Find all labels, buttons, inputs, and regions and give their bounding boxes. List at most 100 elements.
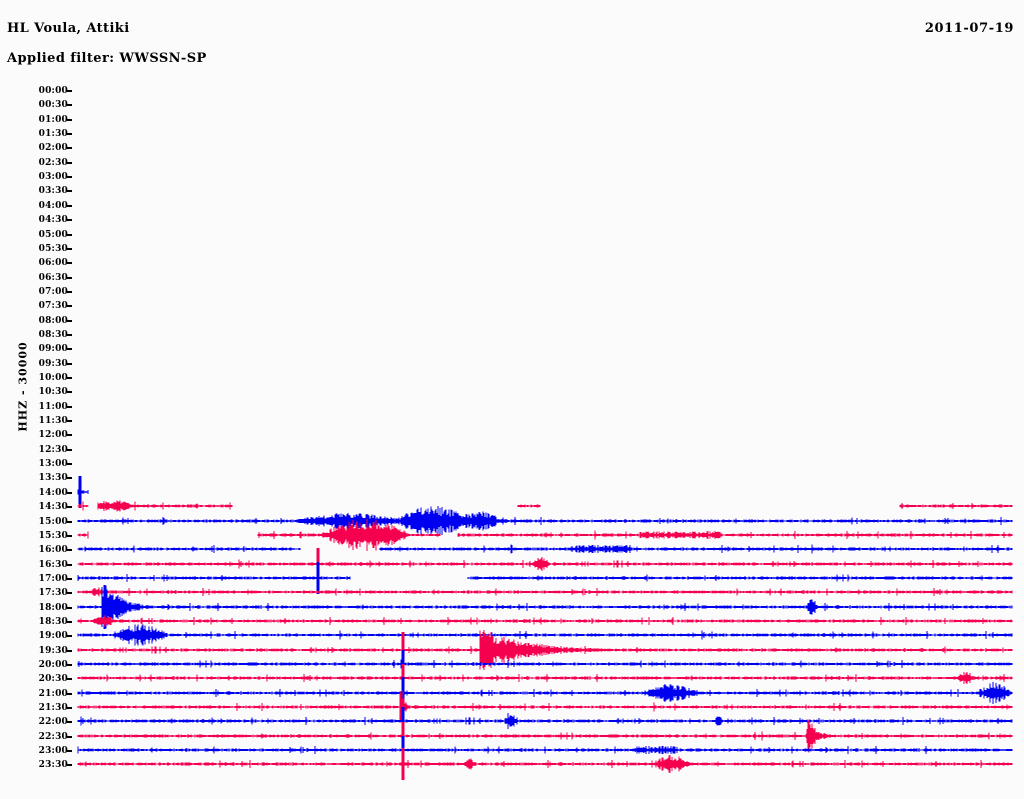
time-axis-label: 02:00 <box>38 143 68 154</box>
trace-row: 00:00 <box>0 87 1024 102</box>
trace-row: 21:30 <box>0 691 1024 723</box>
time-axis-label: 23:00 <box>38 746 68 757</box>
trace-row: 09:00 <box>0 345 1024 360</box>
axis-tick-mark <box>67 592 72 595</box>
time-axis-label: 11:00 <box>38 401 68 412</box>
axis-tick-mark <box>67 491 72 494</box>
trace-row: 11:00 <box>0 401 1024 418</box>
axis-tick-mark <box>67 678 72 681</box>
axis-tick-mark <box>67 692 72 695</box>
time-axis-label: 21:30 <box>38 703 68 714</box>
trace-row: 04:00 <box>0 200 1024 217</box>
trace-row: 06:30 <box>0 273 1024 289</box>
time-axis-label: 21:00 <box>38 688 68 699</box>
trace-row: 14:30 <box>0 500 1024 518</box>
axis-tick-mark <box>67 721 72 724</box>
trace-row: 08:30 <box>0 329 1024 346</box>
axis-tick-mark <box>67 750 72 753</box>
axis-tick-mark <box>67 233 72 236</box>
time-axis-label: 20:30 <box>38 674 68 685</box>
axis-tick-mark <box>67 305 72 308</box>
time-axis-label: 20:00 <box>38 660 68 670</box>
axis-tick-mark <box>67 290 72 293</box>
axis-tick-mark <box>67 176 72 179</box>
time-axis-label: 19:00 <box>38 631 68 642</box>
trace-row: 12:00 <box>0 431 1024 446</box>
time-axis-label: 22:30 <box>38 731 68 742</box>
time-axis-label: 04:00 <box>38 200 68 211</box>
axis-tick-mark <box>67 448 72 451</box>
trace-row: 10:00 <box>0 374 1024 389</box>
axis-tick-mark <box>67 262 72 265</box>
axis-tick-mark <box>67 664 72 666</box>
trace-row: 15:30 <box>0 518 1024 551</box>
axis-tick-mark <box>67 506 72 509</box>
time-axis-label: 08:00 <box>38 315 68 326</box>
applied-filter-label: Applied filter: WWSSN-SP <box>7 51 207 66</box>
time-axis-label: 23:30 <box>38 760 68 771</box>
time-axis-label: 09:30 <box>38 358 68 369</box>
time-axis-label: 17:00 <box>38 573 68 584</box>
axis-tick-mark <box>67 333 72 336</box>
seismogram-page: HL Voula, Attiki 2011-07-19 Applied filt… <box>0 21 1024 781</box>
trace-row: 13:30 <box>0 474 1024 489</box>
axis-tick-mark <box>67 477 72 480</box>
trace-row: 03:30 <box>0 187 1024 202</box>
axis-tick-mark <box>67 90 72 92</box>
time-axis-label: 15:00 <box>38 516 68 527</box>
time-axis-label: 15:30 <box>38 530 68 541</box>
time-axis-label: 04:30 <box>38 215 68 226</box>
axis-tick-mark <box>67 520 72 523</box>
axis-tick-mark <box>67 606 72 609</box>
trace-row: 13:00 <box>0 460 1024 475</box>
time-axis-label: 12:00 <box>38 430 68 441</box>
time-axis-label: 12:30 <box>38 444 68 455</box>
trace-row: 22:00 <box>0 707 1024 736</box>
axis-tick-mark <box>67 204 72 207</box>
trace-row: 02:00 <box>0 144 1024 159</box>
time-axis-label: 00:00 <box>38 86 68 96</box>
trace-row: 07:00 <box>0 286 1024 303</box>
time-axis-label: 00:30 <box>38 100 68 111</box>
trace-row: 04:30 <box>0 216 1024 231</box>
time-axis-label: 08:30 <box>38 329 68 340</box>
trace-row: 05:00 <box>0 229 1024 246</box>
axis-tick-mark <box>67 147 72 150</box>
axis-tick-mark <box>67 534 72 537</box>
axis-tick-mark <box>67 563 72 566</box>
axis-tick-mark <box>67 104 72 107</box>
time-axis-label: 01:00 <box>38 114 68 125</box>
time-axis-label: 11:30 <box>38 416 68 427</box>
trace-row: 19:00 <box>0 624 1024 647</box>
time-axis-label: 03:00 <box>38 172 68 183</box>
time-axis-label: 05:00 <box>38 229 68 240</box>
axis-tick-mark <box>67 133 72 136</box>
trace-row: 18:00 <box>0 584 1024 629</box>
time-axis-label: 05:30 <box>38 243 68 254</box>
axis-tick-mark <box>67 707 72 710</box>
trace-row: 23:30 <box>0 748 1024 781</box>
time-axis-label: 07:00 <box>38 286 68 297</box>
trace-row: 07:30 <box>0 302 1024 317</box>
axis-tick-mark <box>67 276 72 279</box>
trace-row: 11:30 <box>0 417 1024 432</box>
time-axis-label: 02:30 <box>38 157 68 168</box>
time-axis-label: 06:00 <box>38 258 68 269</box>
trace-row: 17:00 <box>0 561 1024 594</box>
trace-row: 01:00 <box>0 114 1024 131</box>
trace-row: 16:30 <box>0 547 1024 580</box>
trace-row: 08:00 <box>0 315 1024 332</box>
axis-tick-mark <box>67 420 72 423</box>
trace-row: 23:00 <box>0 736 1024 765</box>
time-axis-label: 13:30 <box>38 473 68 484</box>
helicorder-plot: 00:00 00:30 01:00 01:30 02:00 02:30 03:00 03:30… <box>0 80 1024 781</box>
time-axis-label: 16:30 <box>38 559 68 570</box>
trace-row: 06:00 <box>0 259 1024 274</box>
trace-row: 12:30 <box>0 444 1024 461</box>
axis-tick-mark <box>67 348 72 351</box>
time-axis-label: 18:30 <box>38 616 68 627</box>
trace-row: 21:00 <box>0 676 1024 709</box>
time-axis-label: 14:30 <box>38 502 68 513</box>
time-axis-label: 19:30 <box>38 645 68 656</box>
station-title: HL Voula, Attiki <box>7 21 130 36</box>
